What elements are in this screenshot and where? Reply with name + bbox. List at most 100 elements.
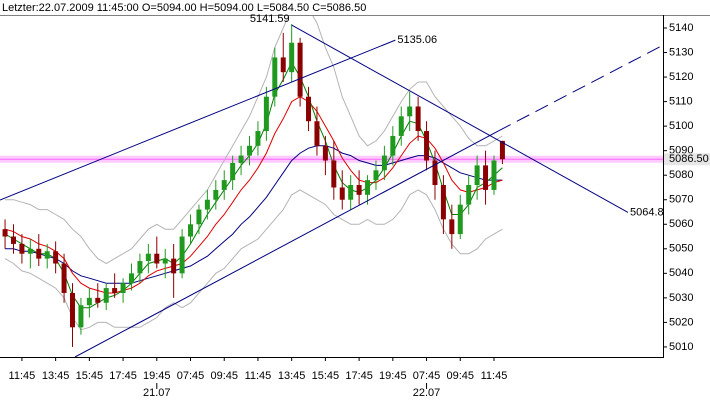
x-tick-label: 09:45 (446, 370, 474, 382)
candle-body (171, 258, 177, 274)
candle-body (255, 131, 261, 146)
candle-body (322, 145, 328, 161)
x-tick-label: 17:45 (109, 370, 137, 382)
candle-body (196, 209, 202, 225)
candle-body (230, 162, 236, 181)
x-tick-label: 15:45 (312, 370, 340, 382)
candle-body (491, 160, 497, 190)
annotation: 5135.06 (397, 34, 437, 46)
indicator-line (5, 145, 503, 284)
y-tick-label: 5030 (669, 292, 693, 304)
candle-body (398, 116, 404, 136)
candle-body (154, 253, 160, 264)
candle-body (145, 253, 151, 262)
y-tick-label: 5080 (669, 169, 693, 181)
candle-body (474, 165, 480, 186)
candle-body (179, 236, 185, 274)
candle-body (339, 187, 345, 200)
y-tick-label: 5140 (669, 22, 693, 34)
date-tick-label: 22.07 (413, 387, 441, 399)
candle-body (204, 199, 210, 210)
y-tick-label: 5100 (669, 120, 693, 132)
candle-body (348, 185, 354, 200)
candle-body (432, 160, 438, 186)
x-tick-label: 11:45 (9, 370, 36, 382)
candle-body (297, 42, 303, 97)
x-tick-label: 13:45 (42, 370, 70, 382)
candle-body (129, 273, 135, 284)
y-tick-label: 5010 (669, 341, 693, 353)
indicator-line (4, 189, 503, 331)
x-tick-label: 11:45 (481, 370, 508, 382)
candle-body (2, 229, 8, 237)
candle-body (27, 248, 33, 254)
candle-body (213, 189, 219, 200)
x-tick-label: 13:45 (278, 370, 306, 382)
candle-body (331, 160, 337, 188)
candle-body (499, 140, 505, 160)
chart-title: Letzter:22.07.2009 11:45:00 O=5094.00 H=… (2, 2, 366, 14)
last-price-label: 5086.50 (669, 153, 709, 165)
date-tick-label: 21.07 (143, 387, 171, 399)
candle-body (306, 96, 312, 122)
candle-body (103, 288, 109, 303)
x-tick-label: 09:45 (210, 370, 238, 382)
y-tick-label: 5070 (669, 194, 693, 206)
candle-body (78, 305, 84, 328)
candle-body (44, 251, 50, 259)
candle-body (373, 170, 379, 181)
candle-body (53, 251, 59, 264)
x-tick-label: 11:45 (245, 370, 272, 382)
y-tick-label: 5130 (669, 46, 693, 58)
candle-body (415, 106, 421, 132)
candle-body (247, 145, 253, 156)
x-tick-label: 19:45 (379, 370, 407, 382)
trend-line (74, 130, 499, 357)
candle-body (263, 96, 269, 132)
candle-body (69, 292, 75, 328)
candle-body (289, 42, 295, 73)
candle-body (61, 263, 67, 293)
candle-body (86, 297, 92, 306)
candle-body (238, 155, 244, 163)
y-tick-label: 5060 (669, 218, 693, 230)
y-tick-label: 5020 (669, 316, 693, 328)
candle-body (272, 57, 278, 97)
y-tick-label: 5110 (669, 96, 693, 108)
candle-body (19, 243, 25, 254)
candle-body (407, 106, 413, 117)
annotation: 5141.59 (250, 13, 290, 25)
candle-body (457, 204, 463, 235)
plot-area (0, 16, 663, 357)
y-tick-label: 5040 (669, 267, 693, 279)
trend-line (497, 44, 663, 132)
x-tick-label: 07:45 (177, 370, 205, 382)
candle-body (440, 185, 446, 220)
x-tick-label: 17:45 (345, 370, 373, 382)
y-tick-label: 5050 (669, 243, 693, 255)
trend-line (291, 24, 629, 213)
candle-body (390, 135, 396, 156)
annotation: 5064.8 (630, 206, 664, 218)
x-tick-label: 19:45 (143, 370, 171, 382)
candle-body (365, 180, 371, 195)
candle-body (424, 131, 430, 161)
trend-line (0, 39, 396, 201)
candle-body (10, 236, 16, 244)
candle-body (280, 57, 286, 73)
x-tick-label: 15:45 (76, 370, 104, 382)
candle-body (381, 155, 387, 171)
candle-body (120, 283, 126, 293)
candle-body (95, 297, 101, 303)
last-price-box (664, 153, 710, 166)
candle-body (466, 185, 472, 205)
candle-body (188, 224, 194, 237)
candle-body (356, 185, 362, 195)
candle-body (314, 121, 320, 146)
x-tick-label: 07:45 (413, 370, 441, 382)
y-tick-label: 5120 (669, 71, 693, 83)
indicator-line (5, 16, 503, 265)
candle-body (112, 288, 118, 293)
